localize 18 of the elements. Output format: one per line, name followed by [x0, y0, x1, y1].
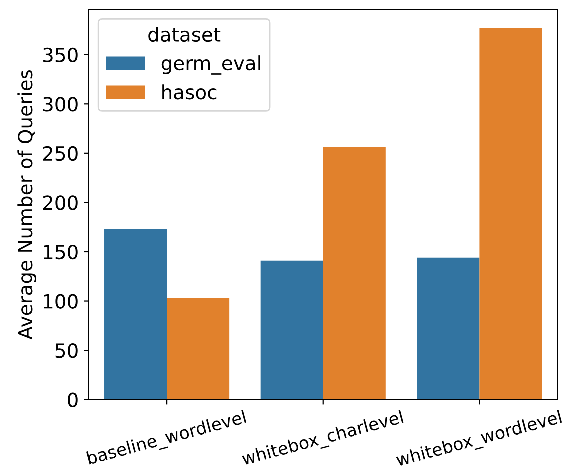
bar [323, 148, 386, 400]
bar [167, 298, 230, 400]
legend-label: germ_eval [162, 56, 260, 75]
bar [260, 260, 324, 400]
bar [417, 258, 480, 400]
bar [480, 28, 542, 400]
bar [104, 229, 168, 400]
y-tick-label: 200 [43, 196, 78, 210]
y-tick-label: 150 [44, 244, 78, 260]
y-tick-label: 350 [44, 48, 78, 63]
y-tick-label: 250 [43, 146, 78, 162]
y-tick-label: 50 [56, 344, 78, 358]
legend-title: dataset [148, 27, 221, 42]
y-tick-label: 100 [44, 294, 78, 309]
y-tick-label: 0 [68, 392, 78, 408]
y-tick-label: 300 [44, 97, 78, 112]
y-axis-title: Average Number of Queries [18, 70, 36, 340]
legend-label: hasoc [162, 84, 217, 100]
